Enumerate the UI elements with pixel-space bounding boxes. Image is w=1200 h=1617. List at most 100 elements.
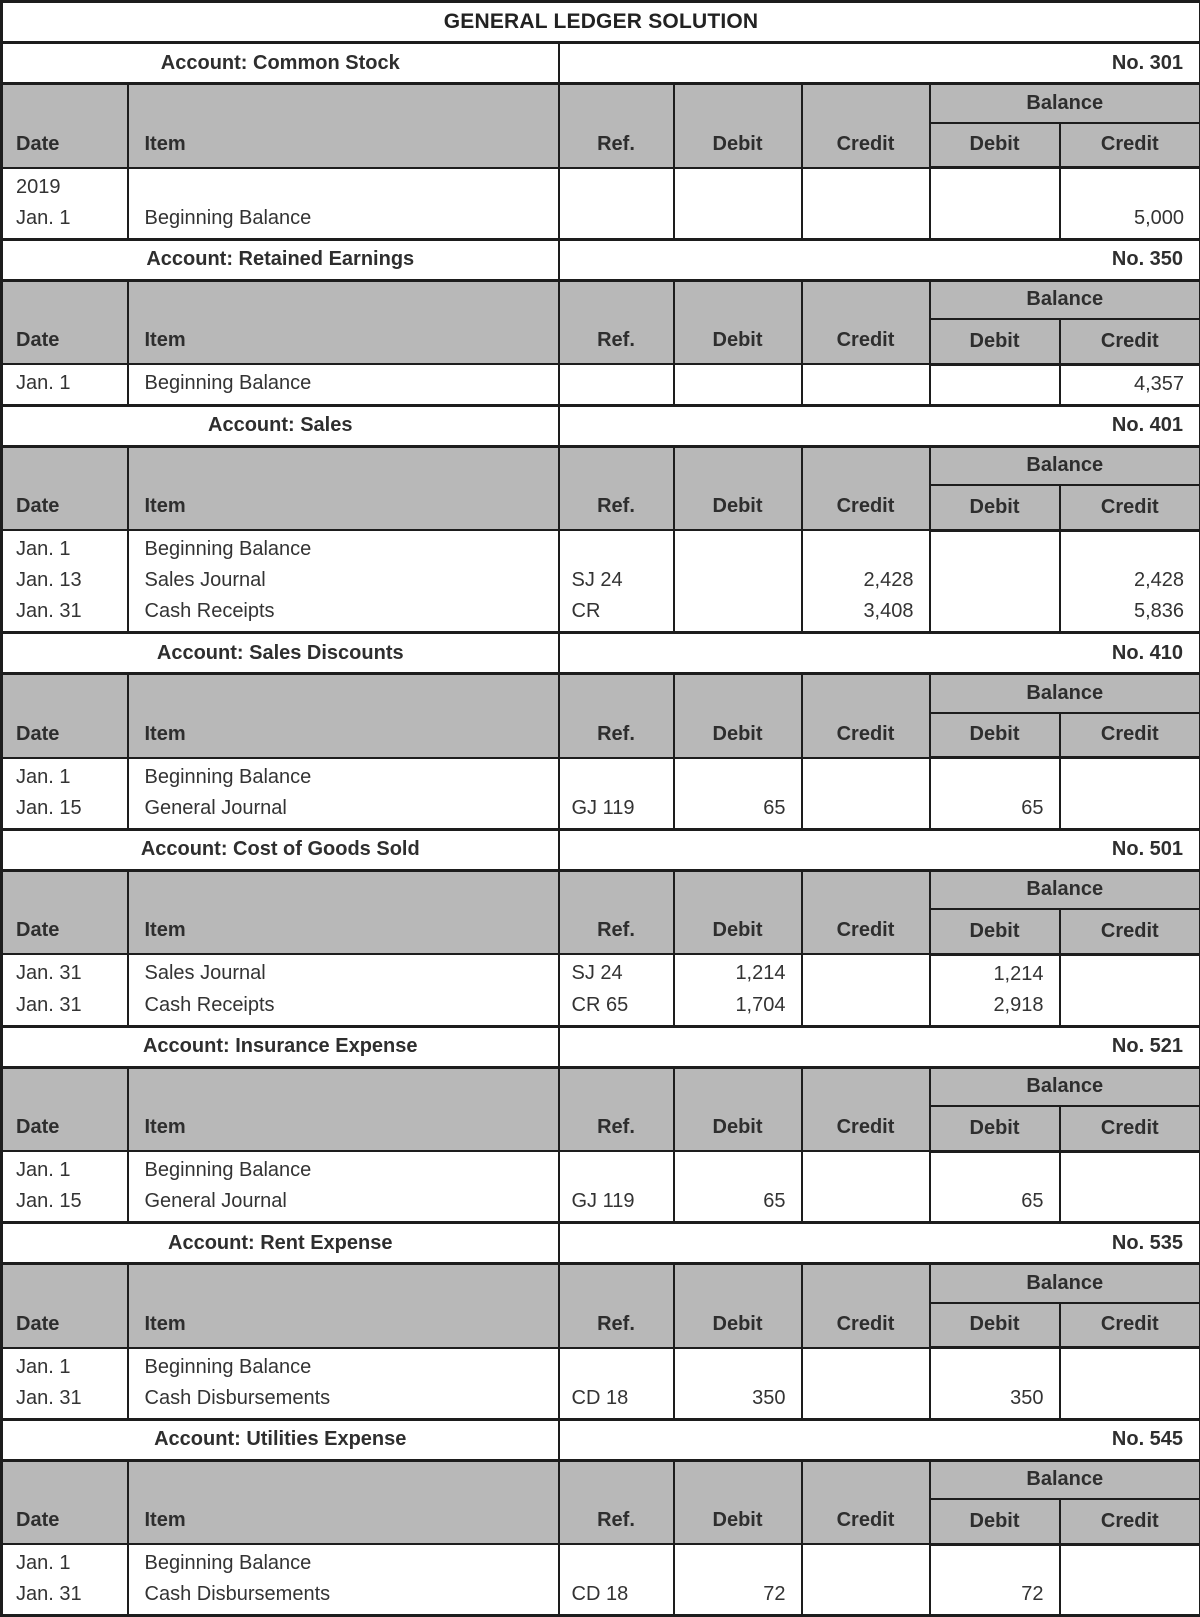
col-header-balance-credit: Credit bbox=[1060, 319, 1200, 364]
col-header-debit: Debit bbox=[674, 1460, 802, 1544]
col-header-item: Item bbox=[128, 446, 559, 530]
account-name: Account: Common Stock bbox=[2, 43, 559, 84]
entry-item: Beginning Balance bbox=[128, 364, 559, 405]
account-name: Account: Cost of Goods Sold bbox=[2, 829, 559, 870]
entry-balance-debit bbox=[930, 364, 1060, 405]
ledger-entry-row: Jan. 13 Sales Journal SJ 24 2,428 2,428 bbox=[2, 565, 1200, 596]
account-number: No. 501 bbox=[559, 829, 1200, 870]
entry-date: Jan. 31 bbox=[2, 1383, 128, 1420]
account-number: No. 301 bbox=[559, 43, 1200, 84]
col-header-debit: Debit bbox=[674, 1067, 802, 1151]
col-header-balance: Balance bbox=[930, 1067, 1200, 1106]
col-header-item: Item bbox=[128, 674, 559, 758]
entry-date: Jan. 31 bbox=[2, 954, 128, 990]
entry-ref: CD 18 bbox=[559, 1579, 674, 1616]
entry-balance-credit bbox=[1060, 1383, 1200, 1420]
account-name: Account: Insurance Expense bbox=[2, 1026, 559, 1067]
col-header-balance-debit: Debit bbox=[930, 485, 1060, 530]
column-header-row: Date Item Ref. Debit Credit Balance bbox=[2, 446, 1200, 485]
col-header-credit: Credit bbox=[802, 1264, 930, 1348]
col-header-date: Date bbox=[2, 870, 128, 954]
col-header-credit: Credit bbox=[802, 446, 930, 530]
entry-debit bbox=[674, 1544, 802, 1579]
col-header-balance-credit: Credit bbox=[1060, 123, 1200, 168]
entry-debit bbox=[674, 168, 802, 203]
account-entries: Jan. 1 Beginning Balance 4,357 bbox=[2, 364, 1200, 405]
entry-debit bbox=[674, 565, 802, 596]
account-name: Account: Sales bbox=[2, 405, 559, 446]
col-header-balance: Balance bbox=[930, 1460, 1200, 1499]
col-header-ref: Ref. bbox=[559, 446, 674, 530]
entry-item: Beginning Balance bbox=[128, 1151, 559, 1186]
column-header-row: Date Item Ref. Debit Credit Balance bbox=[2, 84, 1200, 123]
entry-balance-debit: 65 bbox=[930, 1186, 1060, 1223]
column-header-row: Date Item Ref. Debit Credit Balance bbox=[2, 1460, 1200, 1499]
entry-ref bbox=[559, 758, 674, 793]
col-header-credit: Credit bbox=[802, 280, 930, 364]
entry-date: Jan. 1 bbox=[2, 1151, 128, 1186]
col-header-balance-credit: Credit bbox=[1060, 713, 1200, 758]
account-section: Account: Sales Discounts No. 410 Date It… bbox=[2, 633, 1200, 758]
account-header-row: Account: Retained Earnings No. 350 bbox=[2, 239, 1200, 280]
ledger-title-section: GENERAL LEDGER SOLUTION bbox=[2, 2, 1200, 43]
account-name: Account: Utilities Expense bbox=[2, 1419, 559, 1460]
entry-ref: CR 65 bbox=[559, 990, 674, 1027]
ledger-entry-row: Jan. 15 General Journal GJ 119 65 65 bbox=[2, 1186, 1200, 1223]
col-header-debit: Debit bbox=[674, 280, 802, 364]
col-header-date: Date bbox=[2, 1460, 128, 1544]
entry-credit bbox=[802, 168, 930, 203]
entry-debit: 72 bbox=[674, 1579, 802, 1616]
account-section: Account: Utilities Expense No. 545 Date … bbox=[2, 1419, 1200, 1544]
col-header-credit: Credit bbox=[802, 1067, 930, 1151]
account-name: Account: Retained Earnings bbox=[2, 239, 559, 280]
entry-item: Beginning Balance bbox=[128, 758, 559, 793]
entry-balance-credit: 5,000 bbox=[1060, 203, 1200, 240]
entry-credit: 3,408 bbox=[802, 596, 930, 633]
ledger-entry-row: Jan. 1 Beginning Balance bbox=[2, 1348, 1200, 1383]
entry-debit: 1,214 bbox=[674, 954, 802, 990]
entry-debit: 1,704 bbox=[674, 990, 802, 1027]
col-header-balance-credit: Credit bbox=[1060, 1499, 1200, 1544]
entry-credit bbox=[802, 758, 930, 793]
entry-balance-credit bbox=[1060, 1579, 1200, 1616]
entry-balance-debit: 1,214 bbox=[930, 954, 1060, 990]
account-section: Account: Sales No. 401 Date Item Ref. De… bbox=[2, 405, 1200, 530]
entry-credit bbox=[802, 1151, 930, 1186]
entry-balance-debit bbox=[930, 168, 1060, 203]
account-entries: Jan. 1 Beginning Balance Jan. 31 Cash Di… bbox=[2, 1348, 1200, 1420]
column-header-row: Date Item Ref. Debit Credit Balance bbox=[2, 1067, 1200, 1106]
account-section: Account: Insurance Expense No. 521 Date … bbox=[2, 1026, 1200, 1151]
entry-item: Cash Disbursements bbox=[128, 1383, 559, 1420]
col-header-credit: Credit bbox=[802, 674, 930, 758]
entry-ref bbox=[559, 168, 674, 203]
entry-balance-credit bbox=[1060, 1186, 1200, 1223]
entry-ref: CD 18 bbox=[559, 1383, 674, 1420]
col-header-date: Date bbox=[2, 1264, 128, 1348]
col-header-item: Item bbox=[128, 1460, 559, 1544]
entry-debit bbox=[674, 758, 802, 793]
entry-balance-debit: 65 bbox=[930, 793, 1060, 830]
account-entries: Jan. 1 Beginning Balance Jan. 15 General… bbox=[2, 758, 1200, 830]
account-entries: Jan. 1 Beginning Balance Jan. 13 Sales J… bbox=[2, 530, 1200, 633]
account-number: No. 350 bbox=[559, 239, 1200, 280]
entry-date: Jan. 31 bbox=[2, 596, 128, 633]
account-section: Account: Rent Expense No. 535 Date Item … bbox=[2, 1223, 1200, 1348]
col-header-balance: Balance bbox=[930, 84, 1200, 123]
col-header-balance: Balance bbox=[930, 446, 1200, 485]
ledger-entry-row: Jan. 1 Beginning Balance bbox=[2, 758, 1200, 793]
entry-balance-credit: 5,836 bbox=[1060, 596, 1200, 633]
col-header-item: Item bbox=[128, 84, 559, 168]
ledger-entry-row: Jan. 31 Cash Receipts CR 65 1,704 2,918 bbox=[2, 990, 1200, 1027]
entry-ref: CR bbox=[559, 596, 674, 633]
entry-item: Beginning Balance bbox=[128, 1544, 559, 1579]
col-header-item: Item bbox=[128, 1067, 559, 1151]
ledger-entry-row: Jan. 31 Cash Disbursements CD 18 350 350 bbox=[2, 1383, 1200, 1420]
account-header-row: Account: Utilities Expense No. 545 bbox=[2, 1419, 1200, 1460]
entry-debit bbox=[674, 364, 802, 405]
account-header-row: Account: Insurance Expense No. 521 bbox=[2, 1026, 1200, 1067]
col-header-balance: Balance bbox=[930, 280, 1200, 319]
col-header-balance-debit: Debit bbox=[930, 319, 1060, 364]
entry-item: Beginning Balance bbox=[128, 530, 559, 565]
entry-debit bbox=[674, 1151, 802, 1186]
account-name: Account: Sales Discounts bbox=[2, 633, 559, 674]
